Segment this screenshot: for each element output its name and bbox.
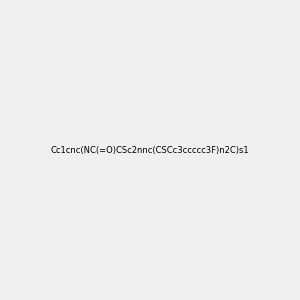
Text: Cc1cnc(NC(=O)CSc2nnc(CSCc3ccccc3F)n2C)s1: Cc1cnc(NC(=O)CSc2nnc(CSCc3ccccc3F)n2C)s1	[51, 146, 249, 154]
